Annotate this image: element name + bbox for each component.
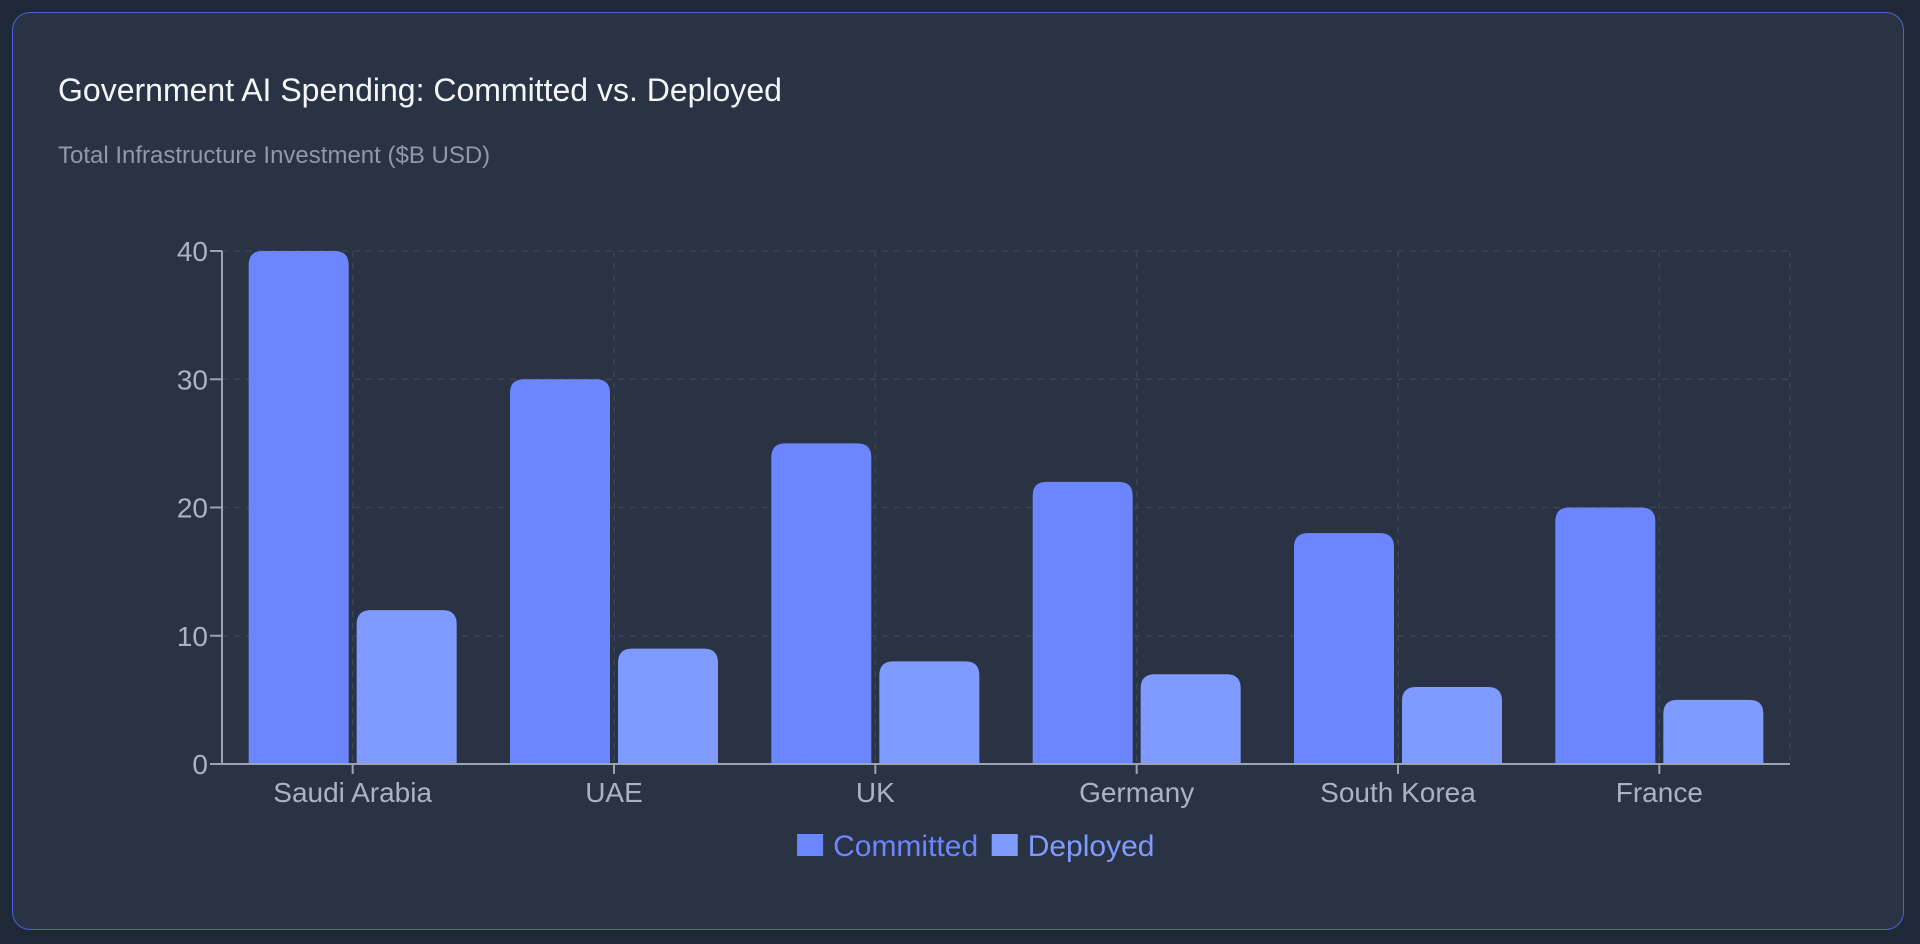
bar-committed[interactable]	[1032, 481, 1133, 764]
bar-committed[interactable]	[248, 251, 349, 764]
bar-committed[interactable]	[771, 443, 872, 764]
bar-deployed[interactable]	[879, 661, 980, 764]
bar-committed[interactable]	[1555, 507, 1656, 765]
legend-swatch-deployed[interactable]	[991, 834, 1018, 856]
bar-deployed[interactable]	[1402, 687, 1502, 764]
y-tick-label: 0	[192, 749, 208, 780]
x-tick-label: South Korea	[1320, 777, 1476, 808]
bar-committed[interactable]	[1294, 533, 1394, 764]
bar-deployed[interactable]	[356, 610, 457, 764]
bar-deployed[interactable]	[1140, 674, 1241, 764]
chart-title: Government AI Spending: Committed vs. De…	[58, 72, 782, 108]
legend-label-deployed[interactable]: Deployed	[1028, 830, 1155, 863]
x-tick-label: Saudi Arabia	[273, 777, 432, 808]
x-tick-label: Germany	[1079, 777, 1194, 808]
legend-label-committed[interactable]: Committed	[833, 830, 978, 863]
x-tick-label: UAE	[585, 777, 643, 808]
bar-deployed[interactable]	[1663, 699, 1764, 764]
bar-committed[interactable]	[510, 379, 610, 764]
chart-subtitle: Total Infrastructure Investment ($B USD)	[58, 142, 491, 169]
y-tick-label: 20	[177, 493, 208, 524]
y-tick-label: 30	[177, 364, 208, 395]
bar-deployed[interactable]	[618, 648, 718, 764]
y-tick-label: 40	[177, 236, 208, 267]
y-tick-label: 10	[177, 621, 208, 652]
legend-swatch-committed[interactable]	[797, 834, 824, 856]
x-tick-label: France	[1616, 777, 1703, 808]
x-tick-label: UK	[856, 777, 895, 808]
